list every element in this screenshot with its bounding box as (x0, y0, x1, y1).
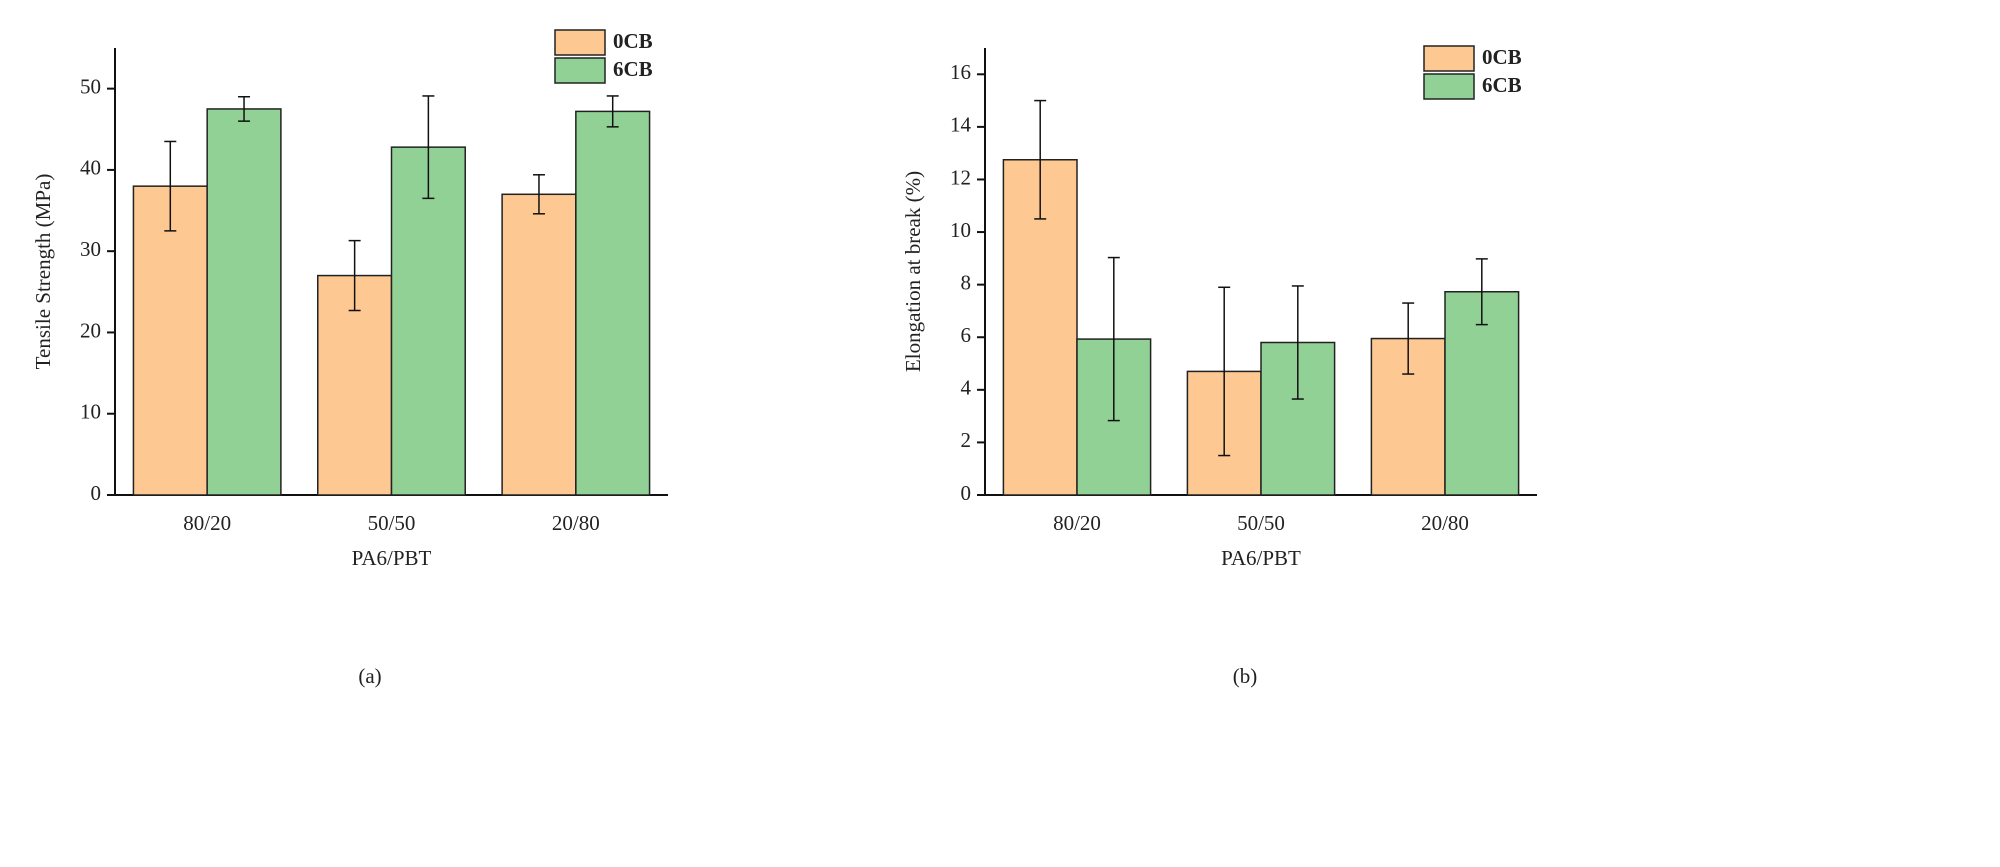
legend-swatch (1423, 45, 1475, 72)
legend-swatch (1423, 73, 1475, 100)
y-tick-label: 10 (950, 218, 971, 242)
x-tick-label: 20/80 (1421, 511, 1469, 535)
y-tick-label: 20 (80, 318, 101, 342)
error-bar (1475, 258, 1488, 326)
panel-label: (a) (358, 664, 381, 688)
y-tick-label: 50 (80, 74, 101, 98)
y-tick-label: 8 (961, 270, 972, 294)
y-tick-label: 30 (80, 237, 101, 261)
error-bar (164, 140, 177, 232)
legend-swatch (554, 57, 606, 84)
bar (501, 193, 577, 496)
y-tick-label: 40 (80, 156, 101, 180)
x-tick-label: 20/80 (552, 511, 600, 535)
legend-label: 6CB (1482, 73, 1522, 97)
error-bar (1107, 256, 1120, 422)
y-tick-label: 0 (961, 481, 972, 505)
error-bar (606, 95, 619, 128)
panel-label: (b) (1233, 664, 1258, 688)
error-bar (1402, 302, 1415, 375)
bar (575, 110, 651, 496)
legend-label: 0CB (1482, 45, 1522, 69)
bar (390, 146, 466, 496)
x-tick-label: 50/50 (368, 511, 416, 535)
error-bar (532, 174, 545, 215)
y-axis-label: Tensile Strength (MPa) (31, 174, 55, 370)
error-bar (1034, 99, 1047, 220)
y-tick-label: 2 (961, 428, 972, 452)
y-axis-label: Elongation at break (%) (901, 171, 925, 372)
error-bar (422, 95, 435, 200)
y-tick-label: 6 (961, 323, 972, 347)
error-bar (348, 239, 361, 312)
legend-swatch (554, 29, 606, 56)
x-axis-label: PA6/PBT (1221, 546, 1301, 570)
legend-label: 6CB (613, 57, 653, 81)
y-tick-label: 14 (950, 113, 972, 137)
bar (206, 108, 282, 496)
error-bar (1218, 286, 1231, 457)
bar (1444, 290, 1520, 496)
y-tick-label: 10 (80, 400, 101, 424)
error-bar (1291, 285, 1304, 400)
x-tick-label: 80/20 (1053, 511, 1101, 535)
legend-label: 0CB (613, 29, 653, 53)
y-tick-label: 16 (950, 60, 971, 84)
y-tick-label: 4 (961, 376, 972, 400)
y-tick-label: 0 (91, 481, 102, 505)
error-bar (238, 96, 251, 122)
x-tick-label: 80/20 (183, 511, 231, 535)
x-axis-label: PA6/PBT (352, 546, 432, 570)
bar (132, 185, 208, 496)
x-tick-label: 50/50 (1237, 511, 1285, 535)
y-tick-label: 12 (950, 165, 971, 189)
